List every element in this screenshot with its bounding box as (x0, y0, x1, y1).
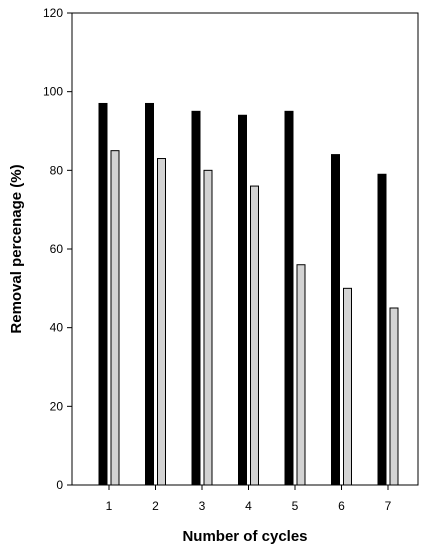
x-tick-label: 6 (338, 499, 345, 513)
bar-series (98, 102, 399, 486)
y-tick-label: 0 (56, 478, 63, 492)
bar-series-2-cycle-3 (203, 169, 213, 486)
y-axis-label: Removal percenage (%) (8, 164, 25, 333)
bar-series-1-cycle-7 (377, 173, 387, 486)
bar-series-1-cycle-2 (145, 102, 154, 486)
bar-series-2-cycle-7 (389, 307, 399, 486)
x-tick-label: 1 (106, 499, 113, 513)
y-tick-label: 100 (43, 85, 63, 99)
bar-series-2-cycle-2 (157, 158, 166, 486)
bar-series-1-cycle-6 (331, 154, 340, 486)
bar-series-2-cycle-1 (110, 150, 120, 486)
bar-series-2-cycle-6 (343, 287, 352, 486)
x-tick-label: 5 (292, 499, 299, 513)
y-tick-label: 120 (43, 6, 63, 20)
y-tick-label: 60 (50, 242, 64, 256)
bar-series-1-cycle-4 (238, 114, 247, 486)
y-axis-ticks: 0 20 40 60 80 100 120 (43, 6, 72, 492)
y-tick-label: 80 (50, 163, 64, 177)
bar-series-2-cycle-5 (296, 264, 306, 486)
bar-series-2-cycle-4 (250, 185, 259, 486)
x-tick-label: 4 (245, 499, 252, 513)
x-axis-ticks: 1 2 3 4 5 6 7 (106, 485, 392, 513)
x-tick-label: 7 (385, 499, 392, 513)
bar-series-1-cycle-1 (98, 102, 108, 486)
y-tick-label: 40 (50, 321, 64, 335)
x-tick-label: 2 (152, 499, 159, 513)
x-tick-label: 3 (199, 499, 206, 513)
y-tick-label: 20 (50, 399, 64, 413)
x-axis-label: Number of cycles (182, 528, 307, 545)
bar-series-1-cycle-5 (284, 110, 294, 486)
bar-series-1-cycle-3 (191, 110, 201, 486)
